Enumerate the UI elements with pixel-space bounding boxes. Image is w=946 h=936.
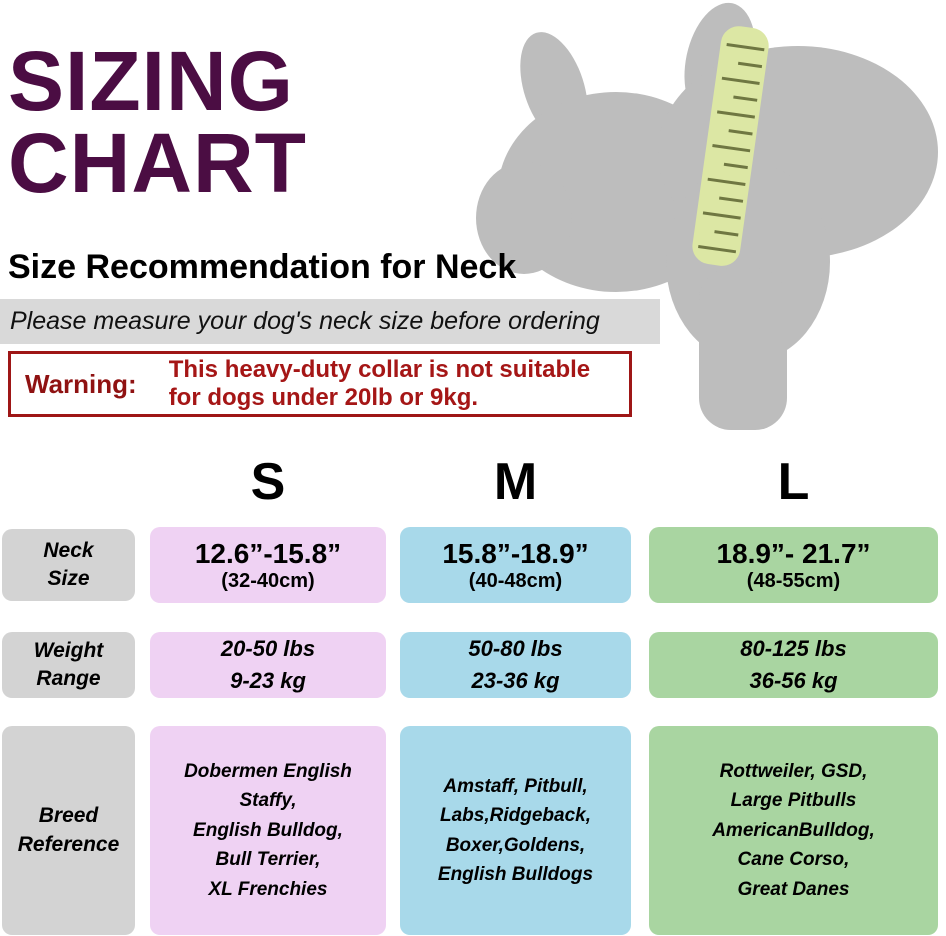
breed-line: Labs,Ridgeback, <box>440 805 591 827</box>
weight-lbs: 80-125 lbs <box>740 636 847 662</box>
row-label-line: Breed <box>38 804 99 828</box>
breed-line: Large Pitbulls <box>730 790 857 812</box>
measure-note-bar: Please measure your dog's neck size befo… <box>0 299 660 344</box>
collar-tape-band <box>692 26 769 266</box>
column-header-s: S <box>250 453 286 511</box>
breed-line: English Bulldog, <box>193 819 343 841</box>
collar-tape-ticks <box>698 43 765 254</box>
weight-lbs: 20-50 lbs <box>220 636 316 662</box>
dog-front-leg <box>699 268 787 430</box>
breed-line: Boxer,Goldens, <box>445 834 586 856</box>
neck-size-inches: 15.8”-18.9” <box>442 537 589 569</box>
neck-size-cell-m: 15.8”-18.9” (40-48cm) <box>400 527 631 603</box>
row-label-breed-reference: Breed Reference <box>2 726 135 935</box>
breed-line: Amstaff, Pitbull, <box>443 775 588 797</box>
bulldog-silhouette-image <box>476 2 938 430</box>
weight-range-cell-m: 50-80 lbs 23-36 kg <box>400 632 631 698</box>
row-label-weight-range: Weight Range <box>2 632 135 698</box>
neck-size-inches: 18.9”- 21.7” <box>716 537 871 569</box>
neck-size-cell-s: 12.6”-15.8” (32-40cm) <box>150 527 386 603</box>
breed-reference-cell-m: Amstaff, Pitbull, Labs,Ridgeback, Boxer,… <box>400 726 631 935</box>
weight-range-cell-s: 20-50 lbs 9-23 kg <box>150 632 386 698</box>
breed-line: Great Danes <box>737 878 850 900</box>
weight-kg: 23-36 kg <box>471 668 560 693</box>
weight-range-cell-l: 80-125 lbs 36-56 kg <box>649 632 938 698</box>
neck-size-cm: (32-40cm) <box>221 569 315 592</box>
title-line-2: CHART <box>8 116 307 211</box>
dog-muzzle <box>476 162 572 274</box>
row-label-line: Neck <box>43 538 94 562</box>
breed-reference-cell-l: Rottweiler, GSD, Large Pitbulls American… <box>649 726 938 935</box>
weight-kg: 36-56 kg <box>749 668 838 693</box>
title-line-1: SIZING <box>8 34 295 128</box>
page-title: SIZING CHART <box>8 34 307 211</box>
warning-text-line-2: for dogs under 20lb or 9kg. <box>168 384 479 411</box>
neck-size-cm: (48-55cm) <box>746 569 841 592</box>
weight-lbs: 50-80 lbs <box>468 636 563 662</box>
column-header-l: L <box>777 453 810 511</box>
row-label-line: Range <box>36 667 101 690</box>
row-label-line: Size <box>47 567 90 590</box>
warning-text: This heavy-duty collar is not suitable f… <box>169 356 590 411</box>
breed-line: English Bulldogs <box>437 863 594 885</box>
column-header-m: M <box>493 453 538 511</box>
row-label-neck-size: Neck Size <box>2 529 135 601</box>
warning-text-line-1: This heavy-duty collar is not suitable <box>168 356 591 384</box>
weight-kg: 9-23 kg <box>230 668 306 693</box>
breed-line: XL Frenchies <box>208 878 328 900</box>
breed-line: Staffy, <box>239 790 297 812</box>
breed-line: Cane Corso, <box>737 849 850 871</box>
breed-line: Bull Terrier, <box>215 849 321 871</box>
breed-reference-cell-s: Dobermen English Staffy, English Bulldog… <box>150 726 386 935</box>
breed-line: Rottweiler, GSD, <box>719 760 868 782</box>
row-label-line: Weight <box>33 638 104 662</box>
subtitle: Size Recommendation for Neck <box>8 248 517 286</box>
warning-box: Warning: This heavy-duty collar is not s… <box>8 351 632 417</box>
neck-size-cm: (40-48cm) <box>468 569 563 592</box>
warning-label: Warning: <box>25 368 137 399</box>
breed-line: AmericanBulldog, <box>712 819 875 841</box>
neck-size-inches: 12.6”-15.8” <box>194 537 342 569</box>
neck-size-cell-l: 18.9”- 21.7” (48-55cm) <box>649 527 938 603</box>
measuring-tape-collar-icon <box>692 26 769 266</box>
row-label-line: Reference <box>17 832 120 856</box>
breed-line: Dobermen English <box>184 760 352 782</box>
